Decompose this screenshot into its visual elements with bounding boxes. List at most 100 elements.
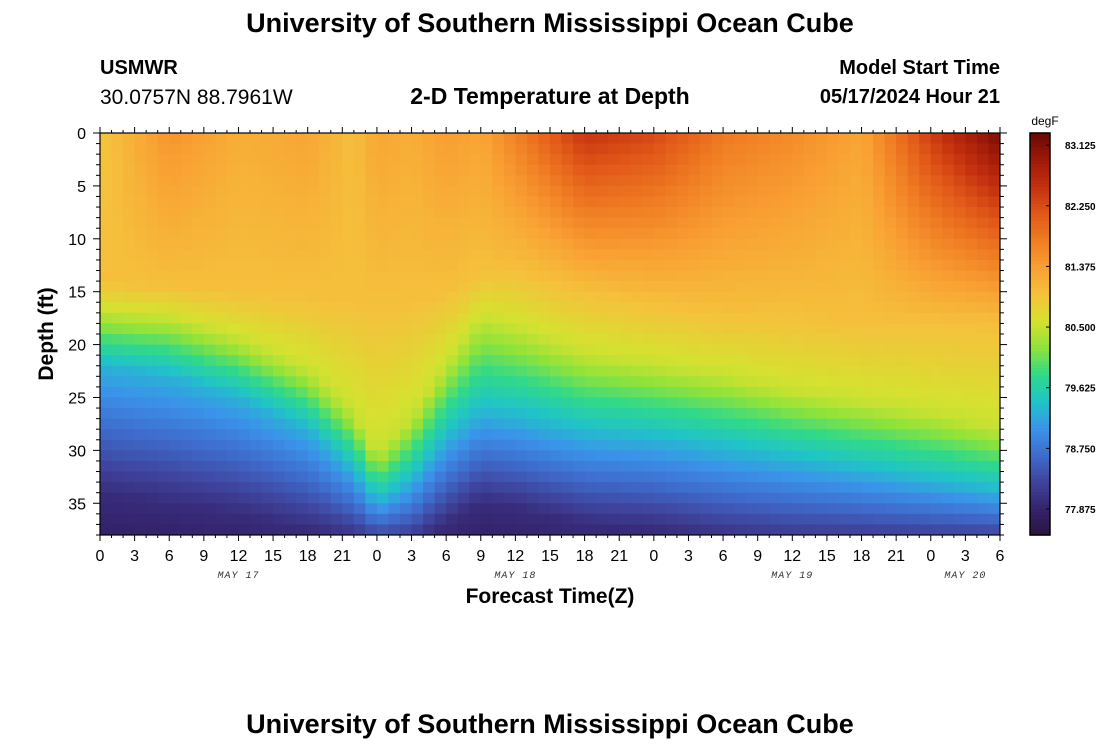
heatmap-cell	[596, 334, 609, 346]
heatmap-cell	[988, 217, 1000, 229]
heatmap-cell	[203, 281, 216, 293]
heatmap-cell	[296, 281, 309, 293]
heatmap-cell	[815, 482, 828, 494]
heatmap-cell	[319, 355, 332, 367]
heatmap-cell	[884, 302, 897, 314]
heatmap-cell	[596, 207, 609, 219]
heatmap-cell	[538, 450, 551, 462]
heatmap-cell	[653, 503, 666, 515]
heatmap-cell	[907, 217, 920, 229]
heatmap-cell	[550, 429, 563, 441]
heatmap-cell	[723, 376, 736, 388]
heatmap-cell	[792, 175, 805, 187]
heatmap-cell	[353, 238, 366, 250]
heatmap-cell	[446, 323, 459, 335]
heatmap-cell	[930, 334, 943, 346]
heatmap-cell	[688, 386, 701, 399]
x-tick-label: 3	[961, 548, 970, 565]
heatmap-cell	[446, 344, 459, 356]
heatmap-cell	[226, 386, 240, 399]
heatmap-cell	[930, 482, 943, 494]
heatmap-cell	[561, 471, 574, 483]
heatmap-cell	[411, 249, 424, 261]
heatmap-cell	[157, 439, 170, 451]
heatmap-cell	[180, 513, 193, 526]
heatmap-cell	[584, 513, 597, 526]
heatmap-cell	[261, 302, 274, 314]
heatmap-cell	[376, 323, 390, 335]
heatmap-cell	[642, 492, 655, 504]
heatmap-cell	[688, 524, 701, 535]
heatmap-cell	[296, 323, 309, 335]
heatmap-cell	[861, 334, 874, 346]
heatmap-cell	[919, 355, 932, 367]
heatmap-cell	[400, 291, 413, 303]
heatmap-cell	[111, 270, 124, 282]
heatmap-cell	[757, 460, 770, 473]
heatmap-cell	[942, 386, 955, 399]
heatmap-cell	[561, 207, 574, 219]
heatmap-cell	[365, 185, 378, 198]
heatmap-cell	[711, 355, 724, 367]
colorbar-segment	[1030, 310, 1050, 315]
heatmap-cell	[700, 133, 713, 145]
heatmap-cell	[400, 312, 413, 325]
heatmap-cell	[919, 408, 932, 420]
colorbar-segment	[1030, 313, 1050, 318]
footer-title: University of Southern Mississippi Ocean…	[246, 709, 854, 739]
heatmap-cell	[561, 482, 574, 494]
heatmap-cell	[642, 334, 655, 346]
heatmap-cell	[884, 513, 897, 526]
heatmap-cell	[700, 259, 713, 272]
heatmap-cell	[342, 386, 355, 399]
heatmap-cell	[676, 355, 690, 367]
heatmap-cell	[100, 143, 113, 155]
colorbar-segment	[1030, 424, 1050, 429]
heatmap-cell	[596, 281, 609, 293]
heatmap-cell	[376, 344, 390, 356]
heatmap-cell	[700, 217, 713, 229]
heatmap-cell	[803, 513, 816, 526]
heatmap-cell	[203, 397, 216, 409]
heatmap-cell	[434, 408, 447, 420]
heatmap-cell	[596, 397, 609, 409]
heatmap-cell	[169, 503, 182, 515]
heatmap-cell	[157, 503, 170, 515]
heatmap-cell	[573, 492, 586, 504]
heatmap-cell	[700, 164, 713, 176]
heatmap-cell	[526, 482, 540, 494]
heatmap-cell	[653, 344, 666, 356]
heatmap-cell	[515, 386, 528, 399]
heatmap-cell	[850, 302, 863, 314]
heatmap-cell	[607, 217, 620, 229]
heatmap-cell	[711, 524, 724, 535]
heatmap-cell	[423, 164, 436, 176]
heatmap-cell	[169, 312, 182, 325]
heatmap-cell	[596, 386, 609, 399]
heatmap-cell	[711, 175, 724, 187]
heatmap-cell	[976, 386, 990, 399]
heatmap-cell	[584, 164, 597, 176]
heatmap-cell	[111, 164, 124, 176]
heatmap-cell	[815, 460, 828, 473]
heatmap-cell	[976, 471, 990, 483]
heatmap-cell	[723, 513, 736, 526]
heatmap-cell	[319, 270, 332, 282]
heatmap-cell	[238, 154, 251, 166]
colorbar-segment	[1030, 176, 1050, 181]
heatmap-cell	[550, 355, 563, 367]
heatmap-cell	[134, 524, 147, 535]
heatmap-cell	[792, 133, 805, 145]
heatmap-cell	[342, 143, 355, 155]
heatmap-cell	[873, 323, 886, 335]
heatmap-cell	[330, 143, 343, 155]
heatmap-cell	[619, 365, 632, 377]
heatmap-cell	[850, 492, 863, 504]
heatmap-cell	[873, 185, 886, 198]
heatmap-cell	[538, 503, 551, 515]
heatmap-cell	[330, 397, 343, 409]
heatmap-cell	[411, 450, 424, 462]
heatmap-cell	[619, 524, 632, 535]
heatmap-cell	[526, 207, 540, 219]
heatmap-cell	[503, 164, 516, 176]
